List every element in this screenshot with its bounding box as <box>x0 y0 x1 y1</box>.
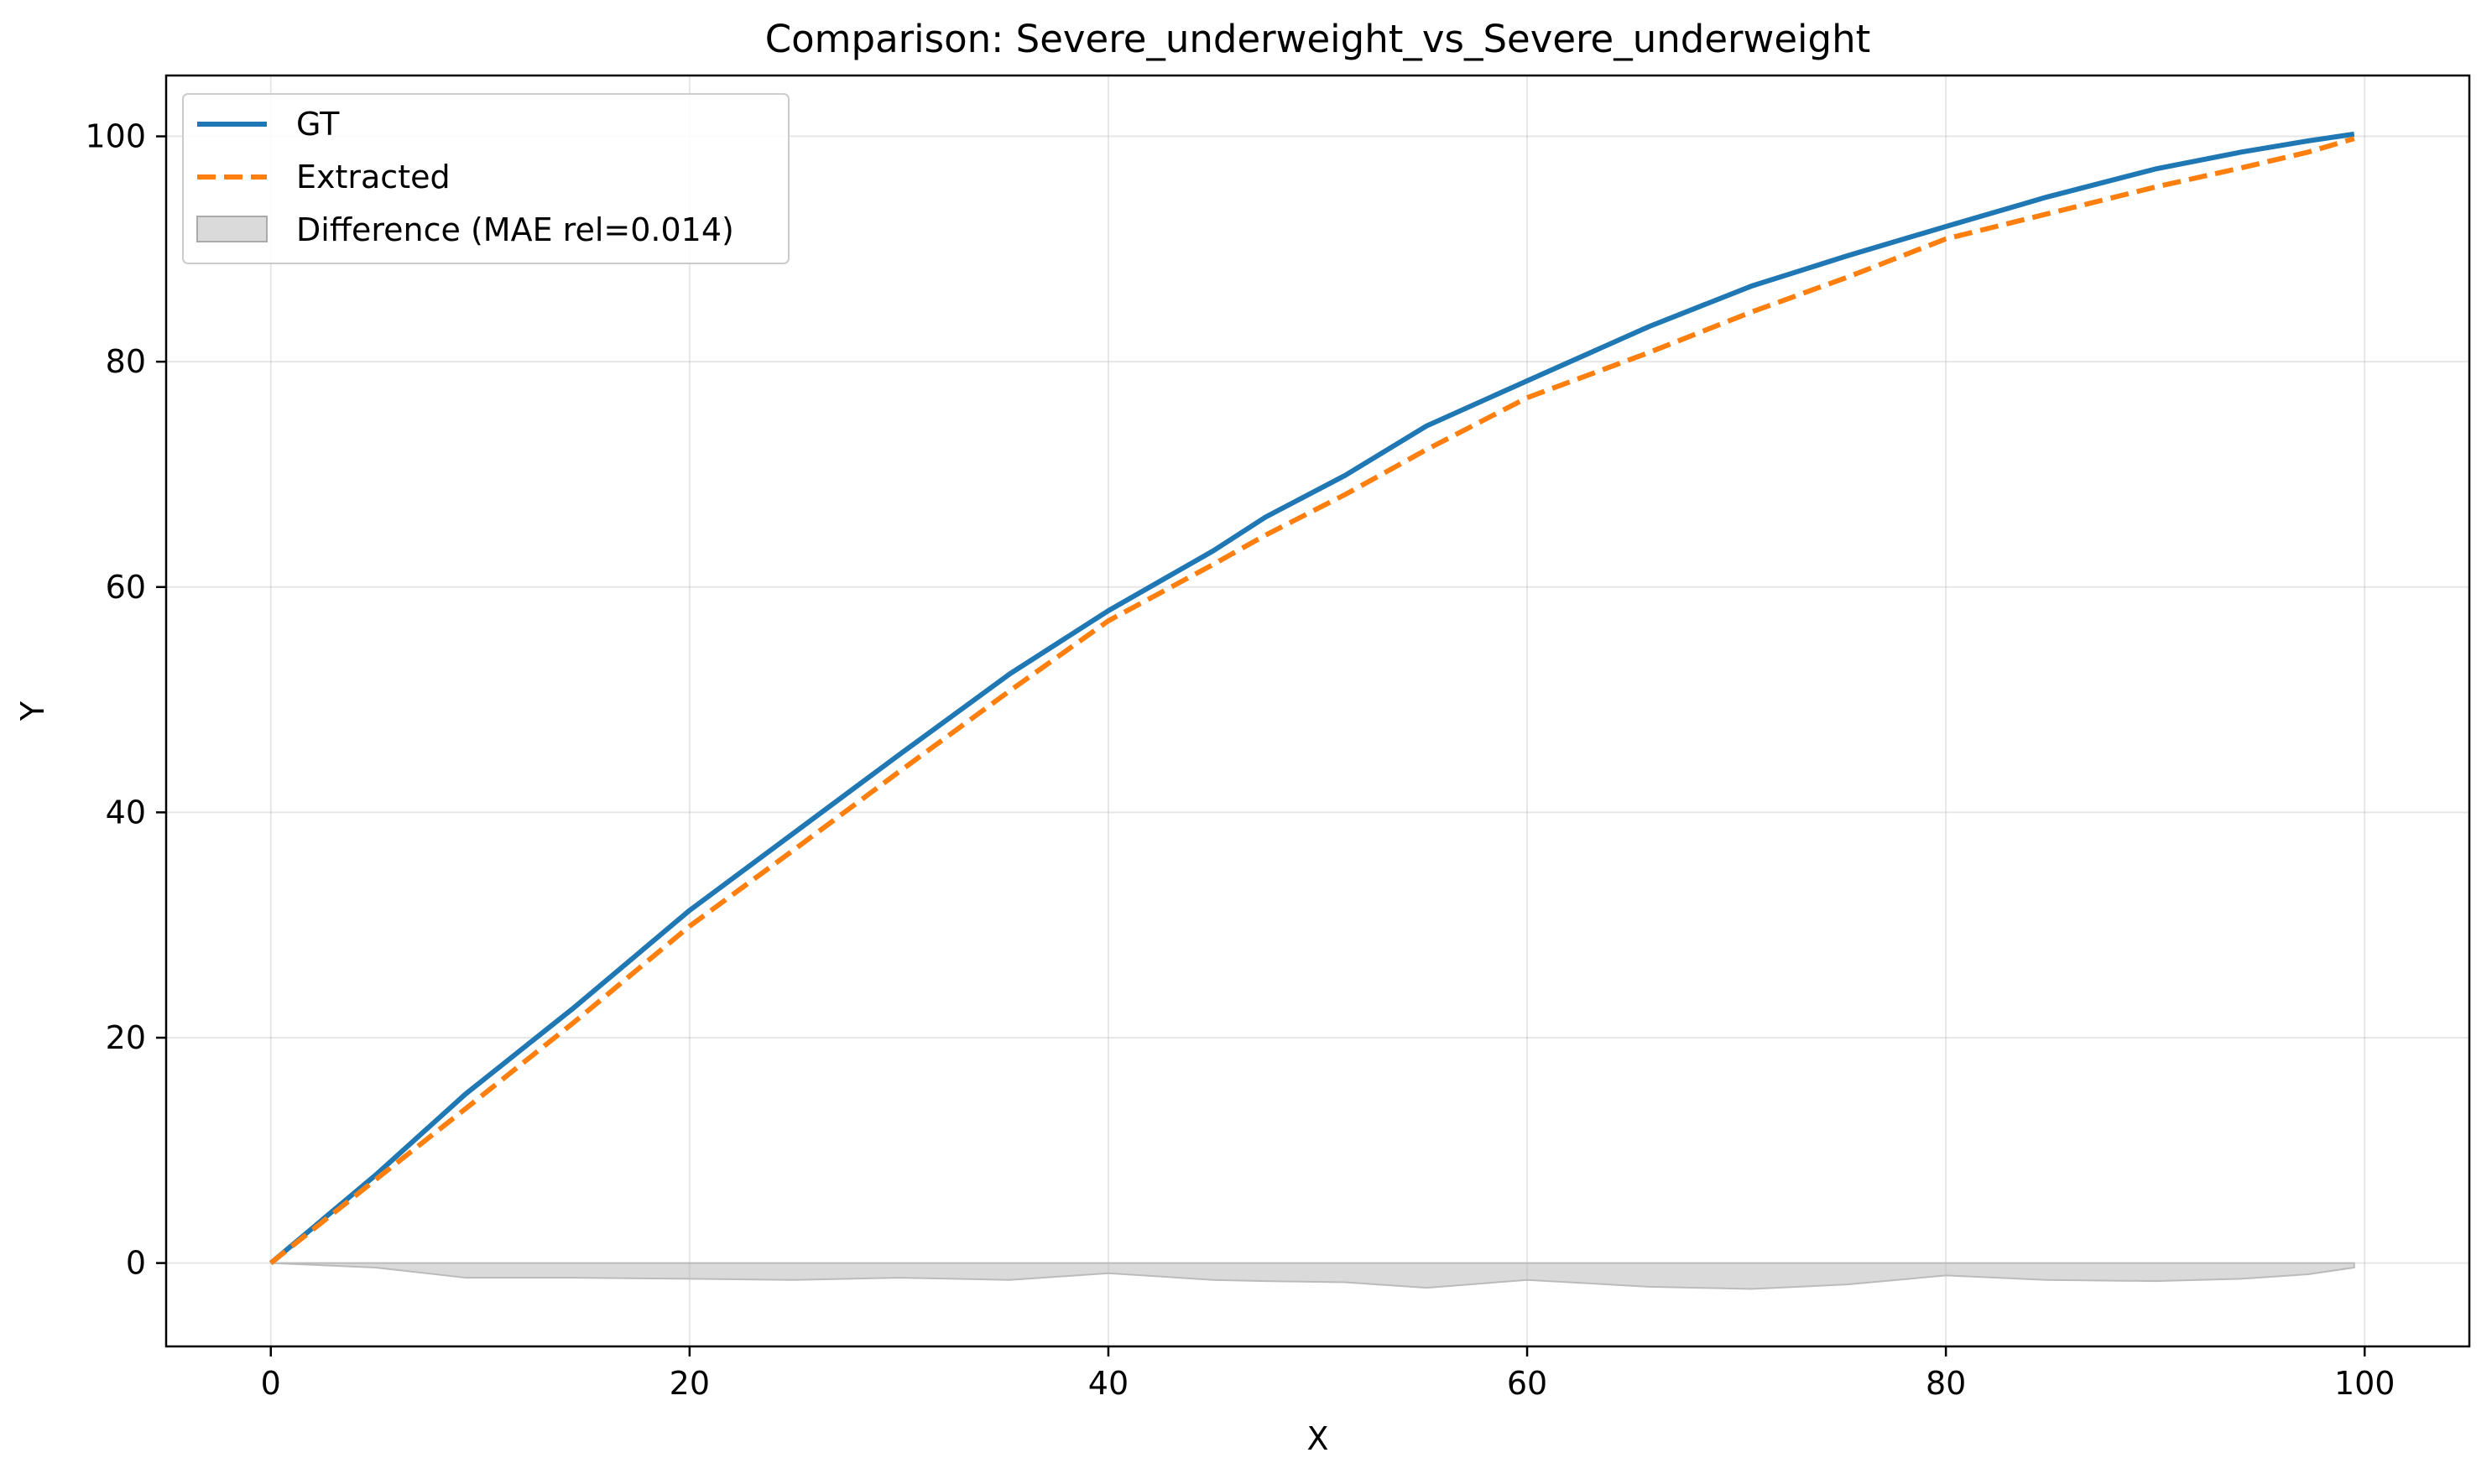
difference-area <box>270 1262 2355 1290</box>
legend-difference-label: Difference (MAE rel=0.014) <box>296 211 734 248</box>
x-tick-label: 80 <box>1926 1365 1966 1402</box>
legend-gt-label: GT <box>296 106 340 143</box>
y-axis-label: Y <box>14 700 51 721</box>
legend-difference-swatch <box>196 216 268 242</box>
tick-labels: 0 20 40 60 80 100 0 20 40 60 80 100 <box>85 118 2395 1402</box>
x-tick-label: 40 <box>1088 1365 1129 1402</box>
extracted-series-line <box>268 136 2355 1265</box>
legend-extracted-label: Extracted <box>296 159 451 195</box>
difference-area-layer <box>270 1262 2355 1290</box>
axes <box>156 74 2471 1356</box>
y-tick-label: 100 <box>85 118 146 155</box>
x-tick-label: 20 <box>670 1365 710 1402</box>
grid-lines <box>166 76 2469 1346</box>
x-tick-label: 0 <box>261 1365 281 1402</box>
y-tick-label: 0 <box>126 1245 146 1282</box>
y-tick-label: 80 <box>106 343 146 380</box>
y-tick-label: 20 <box>106 1019 146 1056</box>
legend-frame <box>182 93 790 264</box>
x-axis-label: X <box>1306 1420 1328 1457</box>
series-lines <box>268 131 2355 1265</box>
gt-series-line <box>268 131 2355 1265</box>
y-tick-label: 60 <box>106 569 146 606</box>
x-tick-label: 100 <box>2334 1365 2396 1402</box>
chart-title: Comparison: Severe_underweight_vs_Severe… <box>765 17 1871 61</box>
x-tick-label: 60 <box>1507 1365 1547 1402</box>
plot-frame <box>164 74 2471 1348</box>
legend: GT Extracted Difference (MAE rel=0.014) <box>182 93 790 264</box>
y-tick-label: 40 <box>106 794 146 831</box>
